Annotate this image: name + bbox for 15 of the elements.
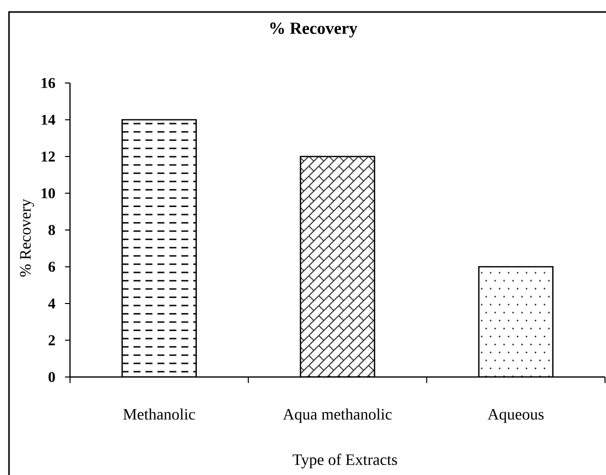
y-axis-title: % Recovery bbox=[20, 198, 34, 277]
x-tick-label: Aqueous bbox=[488, 409, 544, 423]
chart-title: % Recovery bbox=[270, 22, 358, 38]
y-tick-label: 0 bbox=[48, 372, 55, 382]
y-tick-label: 10 bbox=[42, 188, 55, 198]
y-tick-label: 12 bbox=[42, 152, 55, 162]
y-tick-label: 4 bbox=[48, 298, 56, 308]
y-tick-label: 2 bbox=[48, 335, 55, 346]
x-axis-title: Type of Extracts bbox=[292, 454, 397, 468]
x-tick-label: Aqua methanolic bbox=[282, 408, 392, 423]
y-tick-label: 14 bbox=[42, 114, 56, 125]
x-tick-label: Methanolic bbox=[123, 408, 195, 420]
y-tick-label: 6 bbox=[48, 262, 56, 272]
y-tick-label: 16 bbox=[42, 78, 56, 88]
y-tick-label: 8 bbox=[48, 224, 55, 236]
